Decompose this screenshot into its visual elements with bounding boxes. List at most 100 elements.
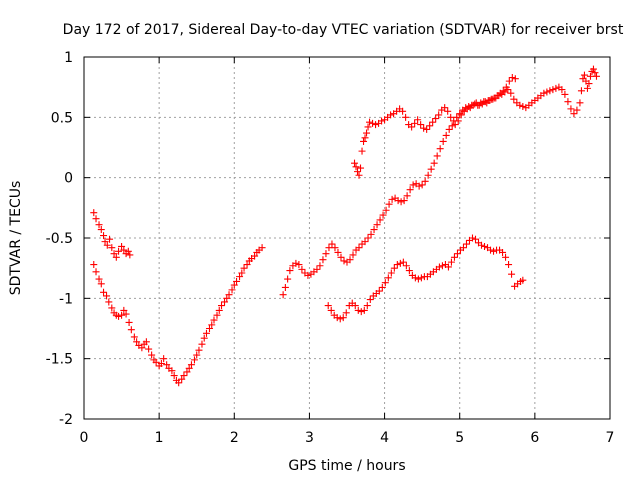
y-tick-label: 1 (64, 50, 73, 66)
data-point-plus (354, 306, 362, 314)
data-point-plus (251, 252, 259, 260)
data-point-plus (90, 209, 98, 217)
data-point-plus (120, 246, 128, 254)
data-point-plus (510, 95, 518, 103)
y-tick-label: -1 (59, 291, 73, 307)
data-point-plus (445, 125, 453, 133)
data-point-plus (375, 287, 383, 295)
data-point-plus (490, 247, 498, 255)
data-point-plus (360, 306, 368, 314)
data-point-plus (376, 216, 384, 224)
chart-title: Day 172 of 2017, Sidereal Day-to-day VTE… (63, 22, 624, 38)
data-point-plus (180, 372, 188, 380)
data-point-plus (185, 364, 193, 372)
data-point-plus (370, 226, 378, 234)
data-point-plus (405, 267, 413, 275)
data-point-plus (195, 346, 203, 354)
data-point-plus (358, 147, 366, 155)
data-point-plus (441, 104, 449, 112)
data-point-plus (519, 102, 527, 110)
data-point-plus (334, 248, 342, 256)
data-point-plus (396, 259, 404, 267)
data-point-plus (451, 121, 459, 129)
y-tick-label: -0.5 (46, 231, 73, 247)
data-point-plus (352, 163, 360, 171)
data-point-plus (175, 379, 183, 387)
data-point-plus (355, 171, 363, 179)
data-point-plus (361, 238, 369, 246)
data-point-plus (508, 270, 516, 278)
data-point-plus (279, 291, 287, 299)
data-point-plus (190, 356, 198, 364)
data-point-plus (101, 238, 109, 246)
data-point-plus (115, 247, 123, 255)
data-point-plus (351, 302, 359, 310)
data-point-plus (361, 134, 369, 142)
data-point-plus (480, 98, 488, 106)
data-point-plus (577, 87, 585, 95)
data-point-plus (400, 197, 408, 205)
data-point-plus (385, 200, 393, 208)
data-point-plus (388, 195, 396, 203)
data-point-plus (319, 256, 327, 264)
data-point-plus (325, 244, 333, 252)
data-point-plus (210, 316, 218, 324)
data-point-plus (511, 75, 519, 83)
data-point-plus (118, 242, 126, 250)
data-point-plus (471, 235, 479, 243)
data-point-plus (205, 325, 213, 332)
data-point-plus (508, 74, 516, 82)
data-point-plus (381, 279, 389, 287)
data-point-plus (363, 129, 371, 137)
data-point-plus (505, 261, 513, 269)
data-point-plus (402, 262, 410, 270)
data-point-plus (504, 86, 512, 94)
data-point-plus (429, 118, 437, 126)
data-point-plus (357, 164, 365, 172)
data-point-plus (435, 111, 443, 119)
data-point-plus (295, 261, 303, 269)
data-point-plus (372, 121, 380, 129)
x-tick-label: 4 (380, 430, 389, 446)
data-point-plus (223, 294, 231, 302)
data-point-plus (495, 92, 503, 100)
data-point-plus (546, 87, 554, 95)
data-point-plus (364, 123, 372, 131)
data-point-plus (543, 88, 551, 96)
x-tick-label: 5 (455, 430, 464, 446)
data-point-plus (589, 65, 597, 73)
data-point-plus (366, 118, 374, 126)
data-point-plus (570, 110, 578, 118)
data-point-plus (286, 267, 294, 275)
data-point-plus (448, 122, 456, 130)
data-point-plus (357, 308, 365, 316)
data-point-plus (468, 101, 476, 109)
data-point-plus (127, 326, 135, 334)
data-point-plus (133, 338, 141, 346)
data-point-plus (486, 96, 494, 104)
data-point-plus (152, 358, 160, 366)
data-point-plus (432, 115, 440, 123)
data-point-plus (406, 186, 414, 194)
data-point-plus (215, 306, 223, 314)
data-point-plus (327, 306, 335, 314)
data-point-plus (516, 101, 524, 109)
data-point-plus (387, 269, 395, 277)
data-point-plus (333, 314, 341, 322)
data-point-plus (120, 306, 128, 314)
data-point-plus (118, 311, 126, 319)
data-point-plus (130, 333, 138, 341)
data-point-plus (236, 273, 244, 281)
data-point-plus (95, 275, 103, 283)
data-point-plus (487, 246, 495, 254)
data-point-plus (298, 265, 306, 273)
data-point-plus (198, 340, 206, 348)
data-point-plus (97, 226, 105, 234)
data-point-plus (337, 253, 345, 261)
data-point-plus (427, 165, 435, 173)
data-point-plus (228, 286, 236, 294)
data-point-plus (349, 251, 357, 259)
x-tick-label: 2 (230, 430, 239, 446)
data-point-plus (292, 259, 300, 267)
data-point-plus (100, 288, 108, 296)
